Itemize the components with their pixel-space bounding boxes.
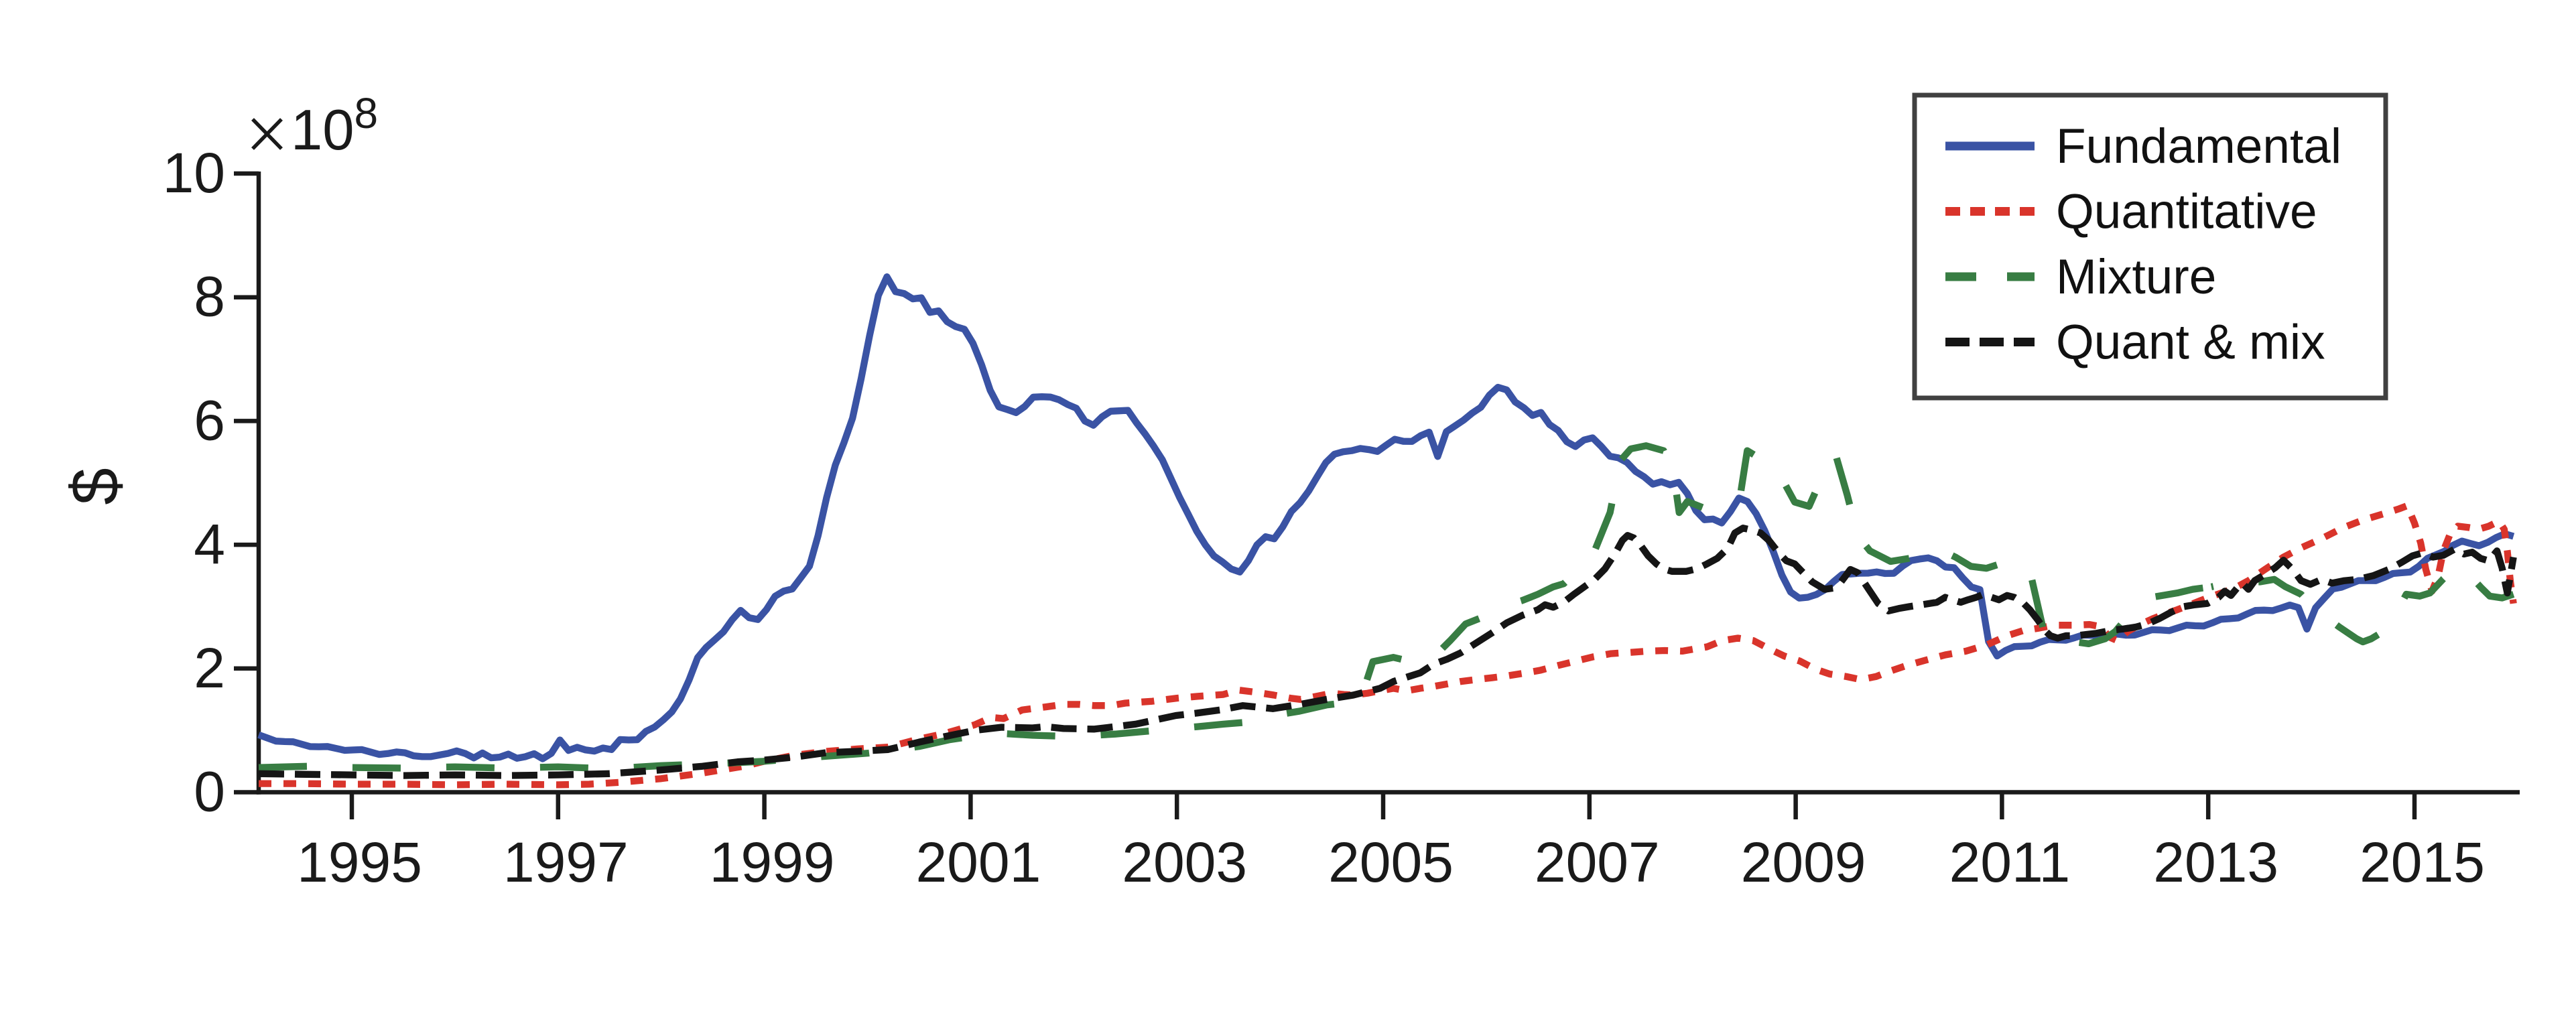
svg-text:Quant & mix: Quant & mix [2056,316,2325,370]
svg-text:2009: 2009 [1741,831,1866,894]
svg-text:$: $ [58,468,133,505]
svg-text:10: 10 [163,141,225,204]
svg-text:2011: 2011 [1949,831,2071,894]
svg-text:Fundamental: Fundamental [2056,119,2341,174]
svg-text:2013: 2013 [2153,831,2278,894]
svg-text:2003: 2003 [1122,831,1247,894]
svg-text:2007: 2007 [1535,831,1660,894]
svg-text:0: 0 [194,760,225,823]
svg-text:8: 8 [194,265,225,328]
svg-text:4: 4 [194,513,225,575]
svg-text:1995: 1995 [297,831,422,894]
svg-text:2005: 2005 [1328,831,1454,894]
svg-text:6: 6 [194,389,225,452]
svg-text:2: 2 [194,636,225,699]
svg-text:Mixture: Mixture [2056,250,2216,304]
svg-text:1997: 1997 [503,831,629,894]
svg-text:1999: 1999 [710,831,835,894]
svg-text:2001: 2001 [915,831,1041,894]
svg-text:Quantitative: Quantitative [2056,185,2317,239]
svg-text:2015: 2015 [2360,831,2485,894]
